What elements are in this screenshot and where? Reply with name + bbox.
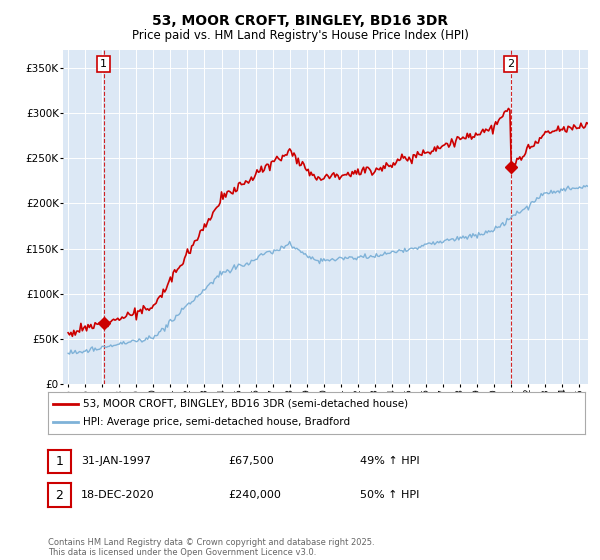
Text: 18-DEC-2020: 18-DEC-2020 [81,490,155,500]
Text: HPI: Average price, semi-detached house, Bradford: HPI: Average price, semi-detached house,… [83,417,350,427]
Text: 53, MOOR CROFT, BINGLEY, BD16 3DR (semi-detached house): 53, MOOR CROFT, BINGLEY, BD16 3DR (semi-… [83,399,408,409]
Text: 53, MOOR CROFT, BINGLEY, BD16 3DR: 53, MOOR CROFT, BINGLEY, BD16 3DR [152,14,448,28]
Text: 2: 2 [55,488,64,502]
Text: Contains HM Land Registry data © Crown copyright and database right 2025.
This d: Contains HM Land Registry data © Crown c… [48,538,374,557]
Text: £240,000: £240,000 [228,490,281,500]
Text: Price paid vs. HM Land Registry's House Price Index (HPI): Price paid vs. HM Land Registry's House … [131,29,469,42]
Text: 1: 1 [55,455,64,468]
Text: 50% ↑ HPI: 50% ↑ HPI [360,490,419,500]
Text: £67,500: £67,500 [228,456,274,466]
Text: 1: 1 [100,59,107,69]
Text: 49% ↑ HPI: 49% ↑ HPI [360,456,419,466]
Text: 2: 2 [507,59,514,69]
Text: 31-JAN-1997: 31-JAN-1997 [81,456,151,466]
